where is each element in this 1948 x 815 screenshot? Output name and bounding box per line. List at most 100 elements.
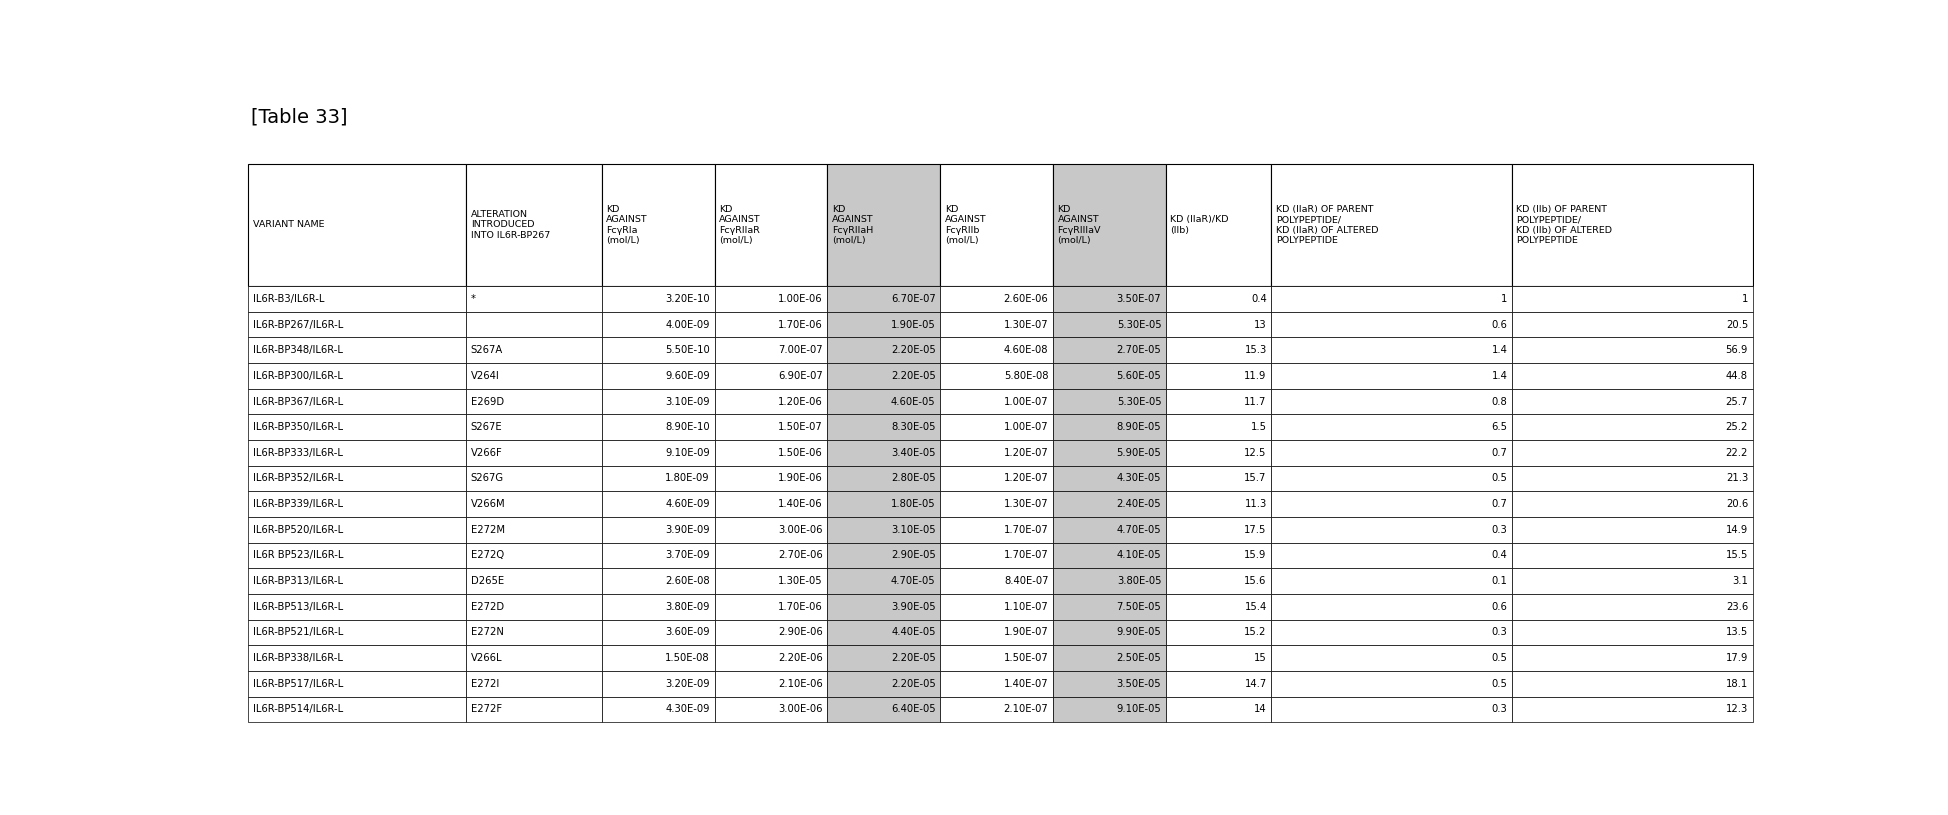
Bar (1165, 465, 1270, 491)
Bar (939, 543, 1052, 568)
Text: 20.5: 20.5 (1724, 319, 1747, 329)
Bar (1165, 594, 1270, 619)
Text: 5.30E-05: 5.30E-05 (1116, 319, 1161, 329)
Text: 1.30E-07: 1.30E-07 (1003, 319, 1048, 329)
Text: 8.90E-05: 8.90E-05 (1116, 422, 1161, 432)
Bar (939, 697, 1052, 722)
Bar (1270, 311, 1512, 337)
Text: 6.70E-07: 6.70E-07 (890, 294, 935, 304)
Text: 1.70E-06: 1.70E-06 (777, 319, 822, 329)
Bar (1052, 568, 1165, 594)
Text: 3.90E-05: 3.90E-05 (890, 601, 935, 612)
Text: 4.60E-05: 4.60E-05 (890, 397, 935, 407)
Bar (715, 363, 828, 389)
Text: IL6R-BP313/IL6R-L: IL6R-BP313/IL6R-L (253, 576, 343, 586)
Bar (1165, 619, 1270, 645)
Bar (939, 440, 1052, 465)
Text: 3.20E-10: 3.20E-10 (664, 294, 709, 304)
Text: KD
AGAINST
FcγRIIaR
(mol/L): KD AGAINST FcγRIIaR (mol/L) (719, 205, 760, 245)
Text: 5.60E-05: 5.60E-05 (1116, 371, 1161, 381)
Bar (1165, 568, 1270, 594)
Text: 2.20E-05: 2.20E-05 (890, 653, 935, 663)
Text: 1.40E-06: 1.40E-06 (777, 499, 822, 509)
Bar (939, 645, 1052, 671)
Text: 2.60E-06: 2.60E-06 (1003, 294, 1048, 304)
Bar (1165, 311, 1270, 337)
Text: S267A: S267A (471, 346, 503, 355)
Text: 1.20E-07: 1.20E-07 (1003, 447, 1048, 458)
Text: 0.4: 0.4 (1251, 294, 1266, 304)
Text: 1.70E-07: 1.70E-07 (1003, 550, 1048, 561)
Bar (247, 389, 466, 414)
Bar (1165, 286, 1270, 311)
Bar (1052, 414, 1165, 440)
Text: 9.10E-05: 9.10E-05 (1116, 704, 1161, 715)
Bar (1165, 517, 1270, 543)
Bar (1270, 671, 1512, 697)
Bar (1052, 645, 1165, 671)
Bar (1052, 363, 1165, 389)
Text: 0.5: 0.5 (1490, 653, 1506, 663)
Text: 2.20E-06: 2.20E-06 (777, 653, 822, 663)
Bar (1512, 414, 1751, 440)
Bar (1052, 286, 1165, 311)
Text: IL6R-BP338/IL6R-L: IL6R-BP338/IL6R-L (253, 653, 343, 663)
Bar (247, 671, 466, 697)
Text: 44.8: 44.8 (1726, 371, 1747, 381)
Bar (1052, 594, 1165, 619)
Text: 3.50E-07: 3.50E-07 (1116, 294, 1161, 304)
Bar (828, 311, 939, 337)
Text: 4.70E-05: 4.70E-05 (1116, 525, 1161, 535)
Bar (1165, 337, 1270, 363)
Bar (466, 568, 602, 594)
Text: VARIANT NAME: VARIANT NAME (253, 220, 323, 229)
Bar (1165, 414, 1270, 440)
Bar (466, 491, 602, 517)
Bar (1052, 440, 1165, 465)
Text: 11.9: 11.9 (1243, 371, 1266, 381)
Text: 15.2: 15.2 (1243, 628, 1266, 637)
Bar (602, 671, 715, 697)
Bar (247, 517, 466, 543)
Text: 1.50E-07: 1.50E-07 (777, 422, 822, 432)
Bar (602, 465, 715, 491)
Bar (939, 389, 1052, 414)
Text: KD
AGAINST
FcγRIIaH
(mol/L): KD AGAINST FcγRIIaH (mol/L) (832, 205, 873, 245)
Text: 1.40E-07: 1.40E-07 (1003, 679, 1048, 689)
Bar (828, 389, 939, 414)
Text: 1.50E-08: 1.50E-08 (664, 653, 709, 663)
Bar (1052, 619, 1165, 645)
Bar (602, 164, 715, 286)
Text: 3.70E-09: 3.70E-09 (664, 550, 709, 561)
Text: KD (IIb) OF PARENT
POLYPEPTIDE/
KD (IIb) OF ALTERED
POLYPEPTIDE: KD (IIb) OF PARENT POLYPEPTIDE/ KD (IIb)… (1516, 205, 1611, 245)
Bar (466, 543, 602, 568)
Text: 3.50E-05: 3.50E-05 (1116, 679, 1161, 689)
Text: KD (IIaR)/KD
(IIb): KD (IIaR)/KD (IIb) (1171, 215, 1229, 235)
Text: *: * (471, 294, 475, 304)
Text: IL6R-BP350/IL6R-L: IL6R-BP350/IL6R-L (253, 422, 343, 432)
Text: 6.90E-07: 6.90E-07 (777, 371, 822, 381)
Text: 20.6: 20.6 (1724, 499, 1747, 509)
Bar (1052, 697, 1165, 722)
Bar (828, 671, 939, 697)
Text: IL6R-BP352/IL6R-L: IL6R-BP352/IL6R-L (253, 474, 343, 483)
Bar (1052, 517, 1165, 543)
Bar (602, 697, 715, 722)
Text: 4.00E-09: 4.00E-09 (664, 319, 709, 329)
Text: 0.7: 0.7 (1490, 499, 1506, 509)
Bar (1052, 164, 1165, 286)
Bar (602, 337, 715, 363)
Text: 1.30E-07: 1.30E-07 (1003, 499, 1048, 509)
Bar (939, 363, 1052, 389)
Text: D265E: D265E (471, 576, 505, 586)
Text: 2.70E-05: 2.70E-05 (1116, 346, 1161, 355)
Text: 2.10E-06: 2.10E-06 (777, 679, 822, 689)
Text: 15.4: 15.4 (1243, 601, 1266, 612)
Bar (828, 363, 939, 389)
Bar (715, 568, 828, 594)
Bar (1270, 517, 1512, 543)
Bar (1165, 697, 1270, 722)
Text: 1.30E-05: 1.30E-05 (777, 576, 822, 586)
Text: 1.90E-05: 1.90E-05 (890, 319, 935, 329)
Text: 4.10E-05: 4.10E-05 (1116, 550, 1161, 561)
